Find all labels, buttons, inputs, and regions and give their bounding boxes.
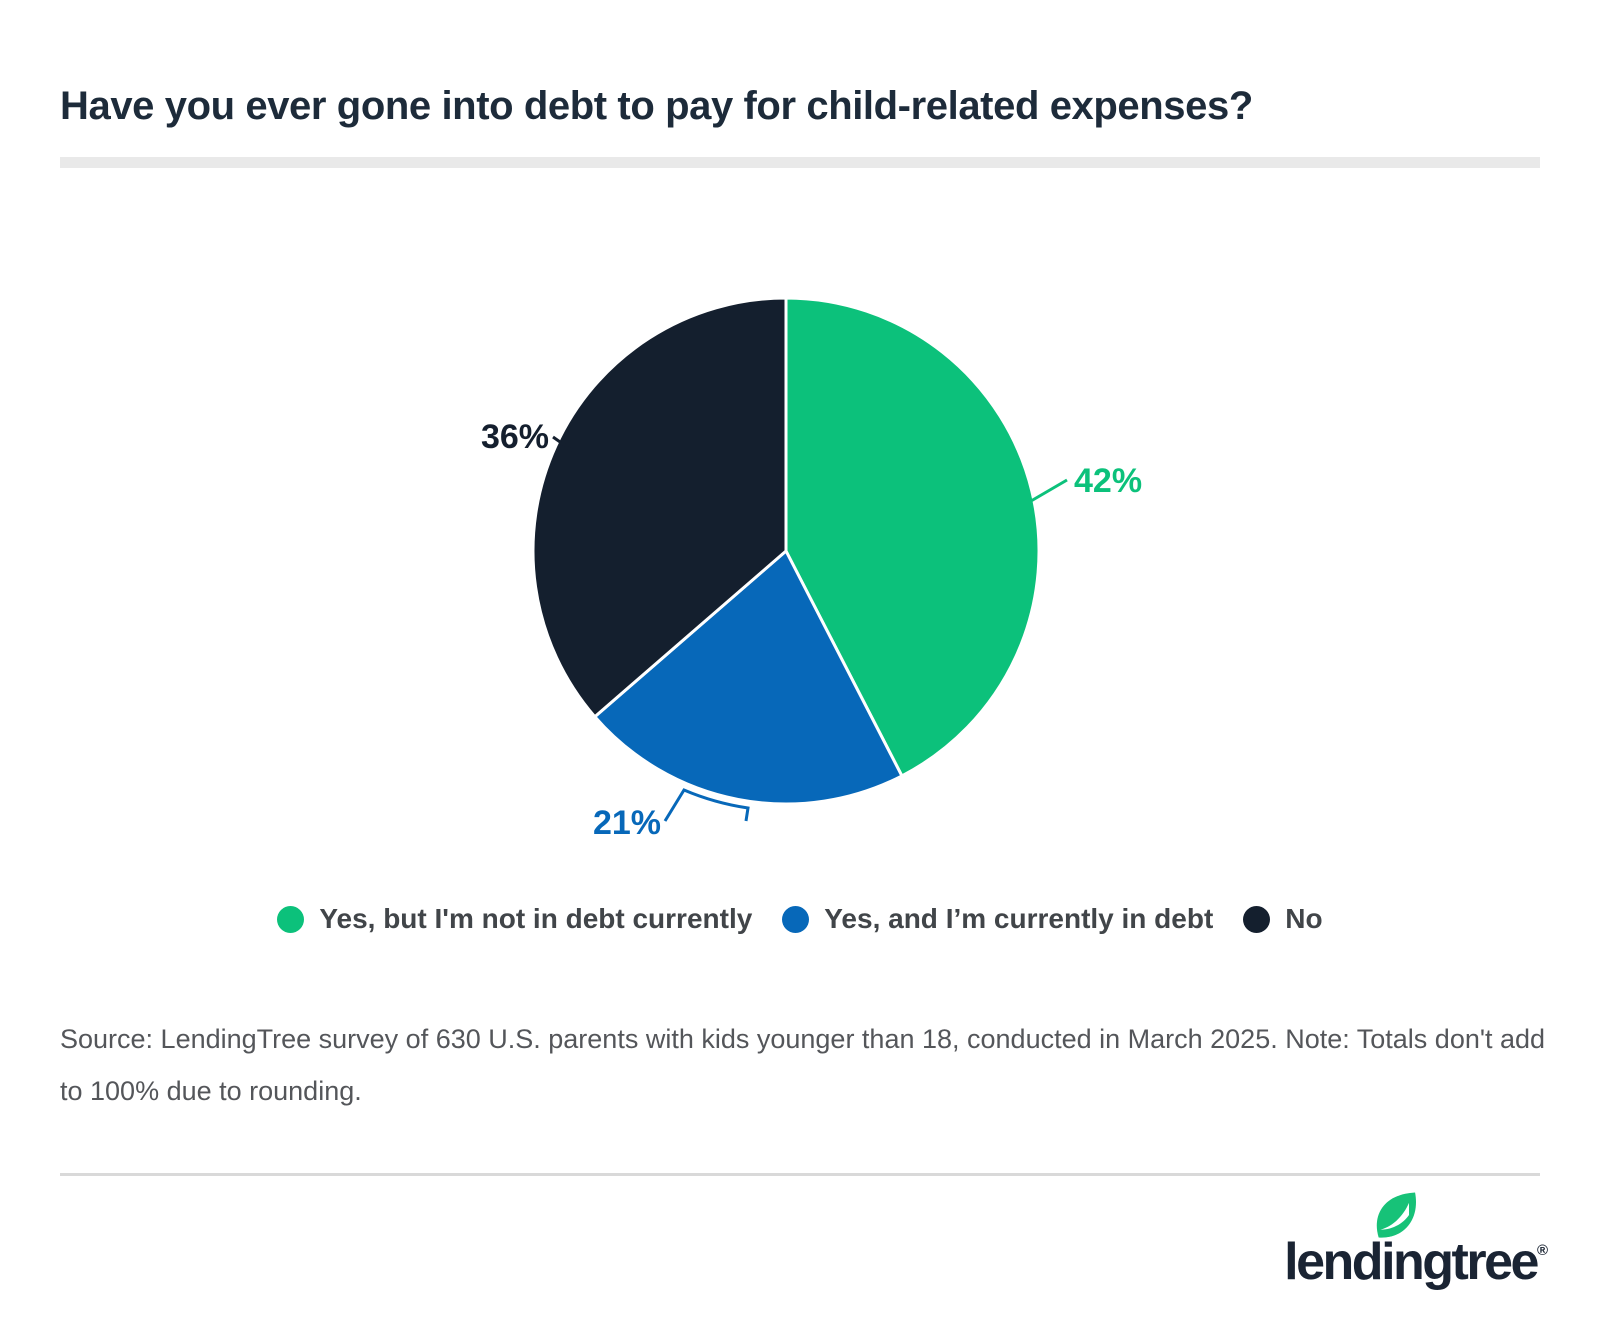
legend-label: Yes, but I'm not in debt currently <box>319 903 753 934</box>
pie-label-0: 42% <box>1074 462 1142 500</box>
legend-swatch-blue <box>782 905 810 933</box>
legend-swatch-green <box>277 905 305 933</box>
pie-slice-2 <box>531 296 788 719</box>
lendingtree-logo: lendingtree® <box>1284 1192 1548 1296</box>
leaf-icon <box>1376 1192 1417 1238</box>
legend-item-currently-in-debt: Yes, and I’m currently in debt <box>782 903 1213 935</box>
pie-label-2: 36% <box>481 418 549 456</box>
title-divider <box>60 157 1540 168</box>
chart-title: Have you ever gone into debt to pay for … <box>60 84 1253 128</box>
pie-slice-0 <box>784 296 1041 778</box>
source-note: Source: LendingTree survey of 630 U.S. p… <box>60 1024 1546 1106</box>
legend-label: Yes, and I’m currently in debt <box>824 903 1214 934</box>
legend-label: No <box>1285 903 1323 934</box>
pie-label-1: 21% <box>593 804 661 842</box>
registered-trademark: ® <box>1536 1242 1548 1259</box>
legend-item-not-in-debt-currently: Yes, but I'm not in debt currently <box>277 903 752 935</box>
chart-legend: Yes, but I'm not in debt currently Yes, … <box>0 903 1600 935</box>
pie-label-leader-2 <box>552 435 581 458</box>
footer-divider <box>60 1173 1540 1176</box>
legend-swatch-navy <box>1243 905 1271 933</box>
legend-item-no: No <box>1243 903 1323 935</box>
pie-slice-1 <box>593 549 904 806</box>
logo-wordmark: lendingtree <box>1284 1233 1539 1291</box>
pie-label-leader-0 <box>1030 478 1068 503</box>
pie-label-leader-1 <box>663 788 750 822</box>
